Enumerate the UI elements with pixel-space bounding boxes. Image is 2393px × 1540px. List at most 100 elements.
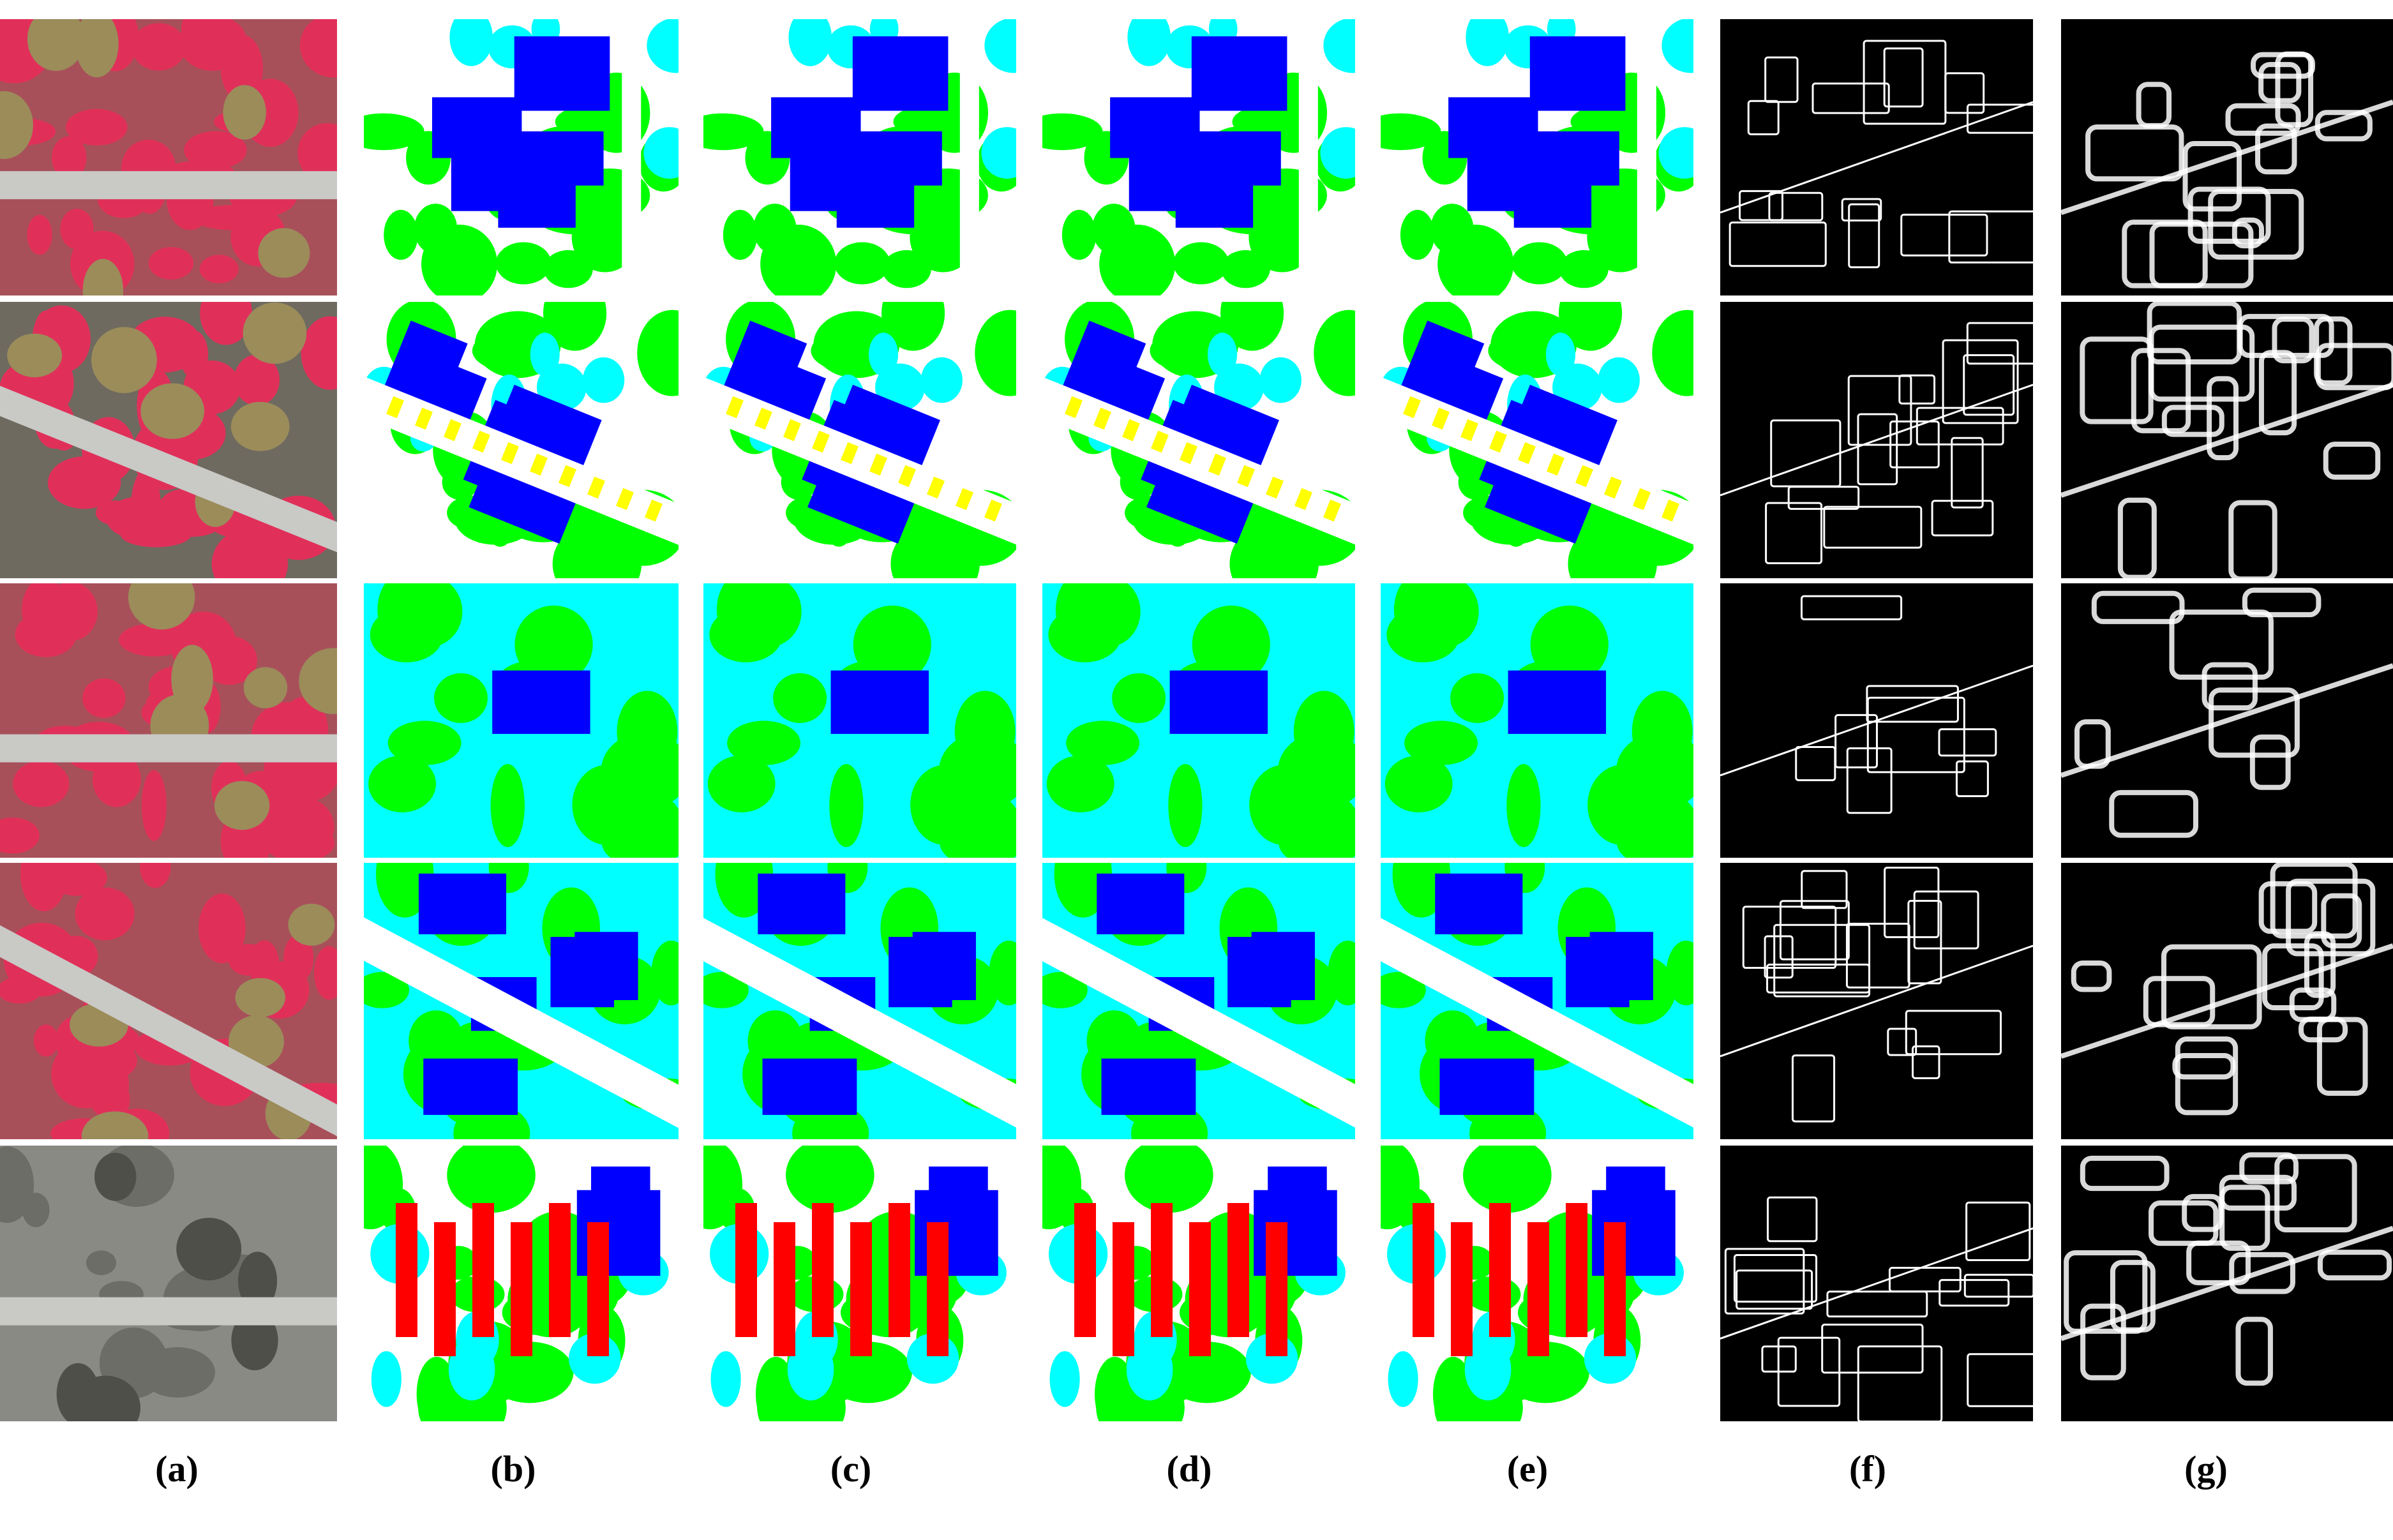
car-region (1294, 488, 1312, 511)
tree-region (434, 673, 488, 723)
low-vegetation-region (582, 357, 625, 403)
edge-contour (2239, 1152, 2299, 1185)
building-region (790, 149, 872, 211)
vegetation-patch (48, 863, 107, 896)
building-region (1448, 97, 1538, 158)
edge-contour (1834, 714, 1878, 768)
vegetation-patch (38, 604, 68, 644)
car-region (645, 499, 663, 522)
edge-contour (2161, 405, 2224, 437)
edge-contour (1848, 203, 1880, 269)
car-region (898, 465, 916, 488)
clutter-region (587, 1222, 609, 1356)
edge-line (1720, 1227, 2033, 1340)
tile-r3-c2 (364, 583, 679, 858)
tree-region (1046, 755, 1114, 812)
vegetation-patch (0, 1146, 34, 1223)
tree-region (1112, 673, 1166, 723)
edge-contour (1857, 1345, 1943, 1421)
tree-region (1468, 1152, 1507, 1202)
car-region (1093, 407, 1111, 430)
roof-patch (27, 19, 85, 71)
tile-r5-c6 (1720, 1146, 2033, 1421)
car-region (812, 430, 830, 453)
tree-region (1381, 1146, 1420, 1230)
edge-contour (1742, 906, 1837, 969)
car-region (1489, 430, 1507, 453)
tree-region (384, 209, 418, 260)
tree-region (651, 940, 679, 1006)
road (0, 171, 337, 200)
car-region (472, 430, 490, 453)
edge-contour (2232, 217, 2265, 249)
building-region (1169, 670, 1268, 734)
car-region (1547, 453, 1564, 476)
edge-contour (2219, 1185, 2270, 1251)
building-region (889, 937, 952, 1008)
tree-region (490, 764, 525, 848)
car-region (754, 407, 772, 430)
tile-r5-c1 (0, 1146, 337, 1421)
edge-contour (1889, 420, 1940, 468)
roof-patch (140, 383, 205, 439)
tree-region (1168, 764, 1203, 848)
tile-r2-c4 (1042, 302, 1355, 578)
tree-region (1130, 1152, 1169, 1202)
tile-r3-c4 (1042, 583, 1355, 858)
car-region (1662, 499, 1679, 522)
vegetation-patch (13, 760, 70, 807)
roof-patch (91, 327, 157, 393)
edge-line (2061, 100, 2393, 215)
low-vegetation-region (1049, 1351, 1080, 1407)
edge-contour (2149, 324, 2255, 402)
low-vegetation-region (788, 19, 832, 66)
car-region (386, 396, 404, 419)
tree-region (773, 673, 827, 723)
tile-r4-c4 (1042, 863, 1355, 1139)
tree-region (1568, 522, 1657, 578)
tile-r4-c1 (0, 863, 337, 1139)
edge-contour (2109, 789, 2198, 838)
edge-contour (1747, 100, 1780, 135)
column-label-a: (a) (155, 1448, 199, 1490)
edge-contour (1887, 1028, 1917, 1056)
vegetation-patch (47, 456, 121, 509)
tree-region (485, 1342, 574, 1403)
roof-patch (0, 91, 33, 160)
clutter-region (850, 1222, 872, 1356)
edge-contour (1764, 935, 1794, 979)
roof-patch (237, 1252, 278, 1310)
tile-r3-c7 (2061, 583, 2393, 858)
edge-contour (2262, 943, 2324, 1011)
tree-region (1400, 209, 1435, 260)
building-region (1508, 670, 1607, 734)
column-label-g: (g) (2184, 1448, 2228, 1490)
edge-contour (2235, 1317, 2273, 1386)
road-region (703, 883, 1016, 1139)
tile-r3-c6 (1720, 583, 2033, 858)
tree-region (1066, 721, 1140, 765)
edge-contour (2085, 124, 2184, 182)
edge-contour (1736, 1269, 1813, 1310)
car-region (587, 476, 605, 499)
vegetation-patch (27, 214, 52, 255)
edge-contour (2110, 1260, 2156, 1333)
building-region (830, 670, 929, 734)
roof-patch (214, 781, 270, 830)
edge-contour (1766, 1196, 1818, 1243)
roof-patch (81, 1111, 149, 1139)
edge-contour (1965, 1201, 2031, 1262)
clutter-region (1074, 1203, 1096, 1337)
tree-region (1042, 971, 1088, 1008)
building-region (1227, 937, 1291, 1008)
edge-contour (1724, 1248, 1805, 1315)
edge-contour (1823, 505, 1923, 549)
car-region (1151, 430, 1169, 453)
edge-contour (2182, 140, 2242, 212)
tree-region (1293, 691, 1354, 773)
clutter-region (1604, 1222, 1626, 1356)
tree-region (824, 1342, 912, 1403)
tile-r2-c1 (0, 302, 337, 578)
low-vegetation-region (1259, 357, 1302, 403)
